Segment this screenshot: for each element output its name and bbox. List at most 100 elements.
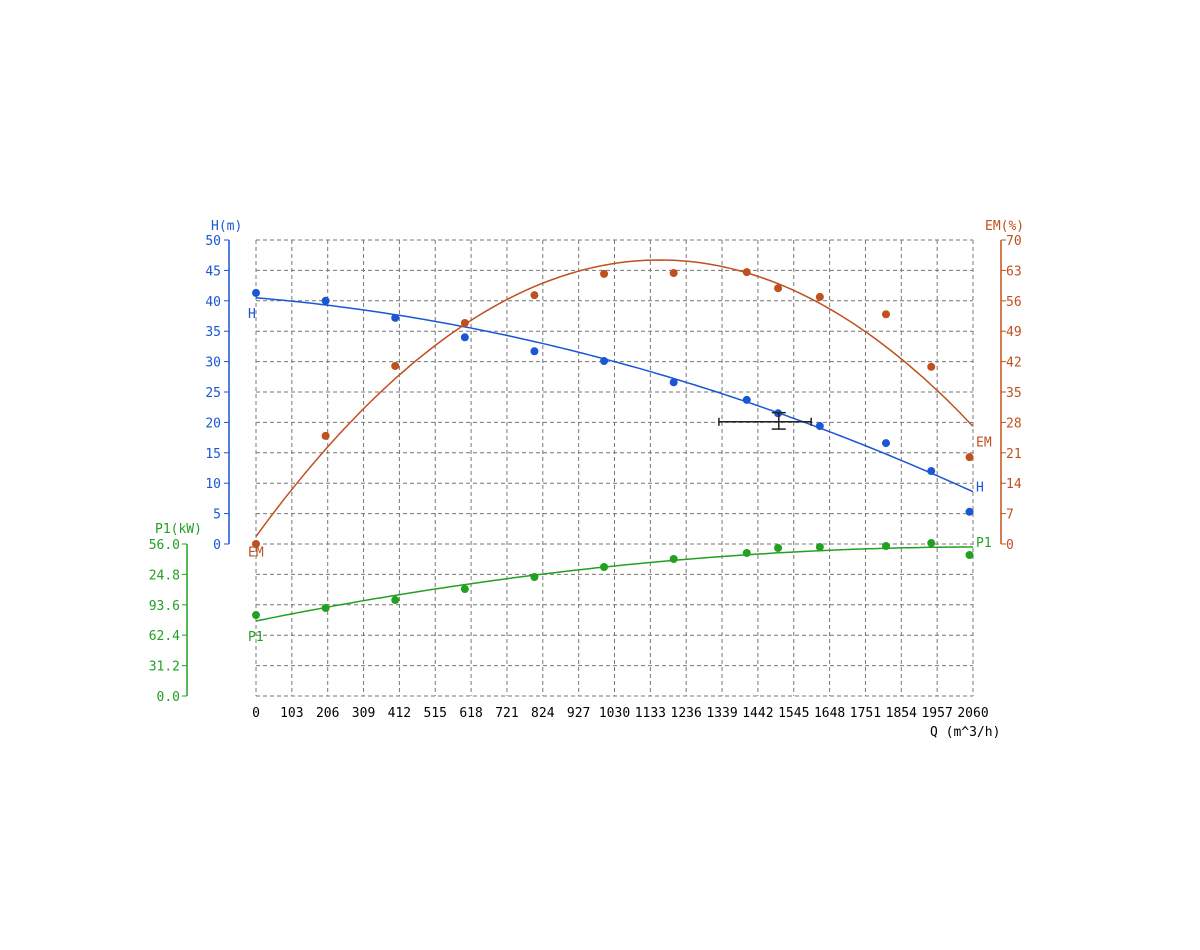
em-axis-label: EM(%)	[985, 219, 1024, 234]
fit-curve-em	[255, 259, 974, 537]
h-tick-label: 25	[205, 386, 221, 401]
em-tick-label: 63	[1006, 264, 1022, 279]
data-point-em	[774, 284, 783, 293]
x-tick-label: 1545	[778, 706, 809, 721]
data-point-p1	[530, 573, 539, 582]
em-tick-label: 28	[1006, 416, 1022, 431]
p1-axis-label: P1(kW)	[155, 522, 202, 537]
data-point-h	[815, 422, 824, 431]
x-tick-label: 206	[316, 706, 339, 721]
p1-tick-label: 0.0	[157, 690, 180, 705]
data-point-p1	[774, 543, 783, 552]
data-point-p1	[252, 611, 260, 620]
h-tick-label: 15	[205, 447, 221, 462]
data-point-p1	[669, 555, 678, 564]
h-tick-label: 35	[205, 325, 221, 340]
h-tick-label: 40	[205, 295, 221, 310]
x-tick-label: 515	[424, 706, 447, 721]
x-tick-label: 2060	[957, 706, 988, 721]
series-label-start: H	[248, 307, 256, 322]
p1-tick-label: 24.8	[149, 568, 180, 583]
data-point-h	[321, 296, 330, 305]
data-point-em	[460, 318, 469, 327]
data-point-p1	[600, 562, 609, 571]
data-point-h	[252, 288, 260, 297]
data-point-em	[965, 453, 974, 462]
h-tick-label: 0	[213, 538, 221, 553]
p1-tick-label: 62.4	[149, 629, 180, 644]
x-tick-label: 927	[567, 706, 590, 721]
data-point-em	[815, 292, 824, 301]
x-tick-label: 1133	[635, 706, 666, 721]
series-label-end: EM	[976, 435, 992, 450]
h-tick-label: 45	[205, 264, 221, 279]
x-tick-label: 103	[280, 706, 303, 721]
x-tick-label: 412	[388, 706, 411, 721]
data-point-p1	[965, 551, 974, 560]
data-point-em	[927, 362, 936, 371]
h-axis-label: H(m)	[211, 219, 242, 234]
em-tick-label: 7	[1006, 508, 1014, 523]
data-point-em	[600, 269, 609, 278]
data-point-em	[391, 361, 400, 370]
x-tick-label: 618	[459, 706, 482, 721]
data-point-h	[965, 507, 974, 516]
h-tick-label: 50	[205, 234, 221, 249]
data-point-p1	[881, 542, 890, 551]
p1-tick-label: 56.0	[149, 538, 180, 553]
grid	[255, 239, 974, 697]
data-point-h	[742, 395, 751, 404]
data-point-h	[881, 439, 890, 448]
x-axis-label: Q (m^3/h)	[930, 725, 1000, 740]
x-tick-label: 0	[252, 706, 260, 721]
h-tick-label: 20	[205, 416, 221, 431]
data-point-em	[252, 540, 260, 548]
data-point-p1	[742, 548, 751, 557]
series-label-end: H	[976, 481, 984, 496]
series-label-start: EM	[248, 545, 264, 560]
series-label-end: P1	[976, 536, 992, 551]
em-tick-label: 49	[1006, 325, 1022, 340]
fit-curve-h	[255, 297, 974, 493]
h-tick-label: 10	[205, 477, 221, 492]
data-point-em	[881, 310, 890, 319]
x-tick-label: 309	[352, 706, 375, 721]
x-tick-label: 1442	[742, 706, 773, 721]
data-point-p1	[391, 596, 400, 605]
fit-curve-p1	[255, 546, 973, 622]
data-point-h	[669, 378, 678, 387]
em-tick-label: 35	[1006, 386, 1022, 401]
data-point-em	[321, 431, 330, 440]
data-point-h	[391, 313, 400, 322]
x-tick-label: 721	[495, 706, 518, 721]
data-point-em	[669, 269, 678, 278]
axes: 0 103 206 309 412 515 618 721 824 927 1030 1133 1236…	[149, 234, 1022, 721]
data-point-em	[742, 268, 751, 277]
x-tick-label: 1751	[850, 706, 881, 721]
x-tick-label: 1957	[921, 706, 952, 721]
data-point-p1	[460, 585, 469, 594]
x-tick-label: 824	[531, 706, 555, 721]
em-tick-label: 14	[1006, 477, 1022, 492]
h-tick-label: 5	[213, 508, 221, 523]
x-tick-label: 1339	[706, 706, 737, 721]
series-label-start: P1	[248, 630, 264, 645]
em-tick-label: 21	[1006, 447, 1022, 462]
data-point-h	[927, 467, 936, 476]
x-tick-label: 1236	[671, 706, 702, 721]
em-tick-label: 42	[1006, 356, 1022, 371]
em-tick-label: 56	[1006, 295, 1022, 310]
data-point-p1	[815, 543, 824, 552]
x-tick-label: 1030	[599, 706, 630, 721]
x-tick-label: 1648	[814, 706, 845, 721]
curves: H H EM EM P1 P1	[248, 259, 992, 645]
em-tick-label: 70	[1006, 234, 1022, 249]
data-point-p1	[927, 539, 936, 548]
p1-tick-label: 31.2	[149, 660, 180, 675]
data-point-h	[600, 356, 609, 365]
data-point-em	[530, 291, 539, 300]
p1-tick-label: 93.6	[149, 599, 180, 614]
data-point-p1	[321, 604, 330, 613]
data-point-h	[530, 347, 539, 356]
